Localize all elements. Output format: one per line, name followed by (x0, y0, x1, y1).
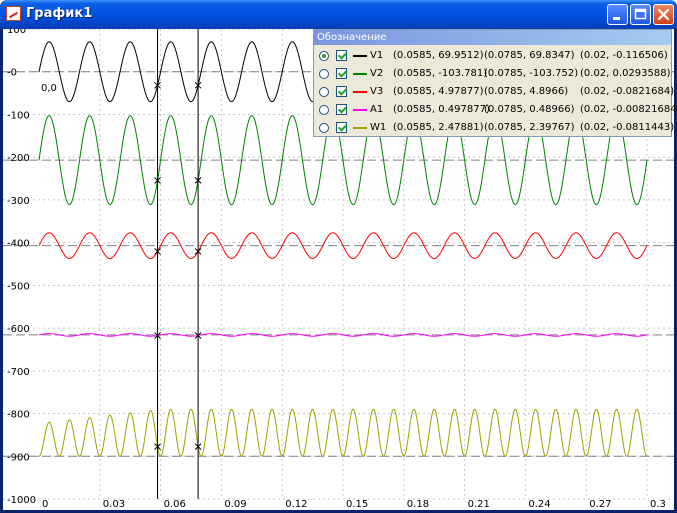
cursor-mark-w1 (194, 443, 202, 450)
cursor-mark-w1 (154, 443, 161, 451)
chart-app-icon[interactable] (6, 6, 21, 21)
title-bar[interactable]: График1 (0, 0, 677, 29)
x-tick-label: 0.03 (103, 499, 125, 510)
y-tick-label: -0 (7, 68, 17, 79)
cursor1-value: (0.0585, -103.781) (393, 68, 488, 79)
cursor-mark-v1 (154, 81, 161, 89)
legend-radio[interactable] (319, 105, 329, 115)
x-tick-label: 0.09 (224, 499, 246, 510)
series-name: V1 (370, 50, 384, 61)
series-name: V2 (370, 68, 384, 79)
legend-radio[interactable] (319, 87, 329, 97)
y-tick-label: -100 (7, 110, 30, 121)
delta-value: (0.02, -0.0811443) (580, 122, 675, 133)
x-tick-label: 0 (42, 499, 48, 510)
cursor2-value: (0.0785, 0.48966) (484, 104, 575, 115)
cursor2-value: (0.0785, 69.8347) (484, 50, 575, 61)
maximize-button[interactable] (630, 4, 651, 25)
series-name: V3 (370, 86, 384, 97)
cursor-mark-v2 (194, 176, 202, 184)
series-line-w1 (38, 408, 648, 457)
x-tick-label: 0.06 (164, 499, 186, 510)
legend-visibility-checkbox[interactable] (336, 68, 347, 79)
close-button[interactable] (653, 4, 674, 25)
series-group (38, 41, 648, 457)
y-tick-label: -1000 (7, 495, 36, 506)
x-tick-label: 0.15 (346, 499, 368, 510)
series-color-swatch (353, 127, 367, 129)
y-tick-label: -400 (7, 239, 30, 250)
cursor2-value: (0.0785, 2.39767) (484, 122, 575, 133)
cursor-mark-a1 (194, 332, 202, 339)
x-tick-label: 0.21 (468, 499, 490, 510)
legend-title: Обозначение (314, 30, 671, 45)
legend-visibility-checkbox[interactable] (336, 104, 347, 115)
cursor-mark-v3 (154, 248, 161, 255)
legend-radio[interactable] (319, 69, 329, 79)
minimize-button[interactable] (607, 4, 628, 25)
legend-row-v2[interactable]: V2 (0.0585, -103.781) (0.0785, -103.752) (0… (314, 65, 671, 83)
legend-radio[interactable] (319, 51, 329, 61)
cursor-lines[interactable] (157, 29, 199, 499)
cursor-mark-a1 (154, 332, 161, 339)
legend-radio[interactable] (319, 123, 329, 133)
x-tick-label: 0.18 (407, 499, 429, 510)
legend-row-w1[interactable]: W1 (0.0585, 2.47881) (0.0785, 2.39767) (0.0… (314, 119, 675, 137)
origin-label: 0,0 (41, 83, 57, 94)
series-name: W1 (370, 122, 387, 133)
series-name: A1 (370, 104, 384, 115)
chart-plot[interactable]: 100 -0 -100 -200 -300 -400 -500 -600 -700 -800 -90… (3, 29, 674, 510)
delta-value: (0.02, -0.116506) (580, 50, 668, 61)
legend-visibility-checkbox[interactable] (336, 122, 347, 133)
legend-visibility-checkbox[interactable] (336, 50, 347, 61)
delta-value: (0.02, -0.00821684) (580, 104, 677, 115)
cursor-mark-v2 (154, 176, 161, 184)
delta-value: (0.02, 0.0293588) (580, 68, 671, 79)
series-color-swatch (353, 91, 367, 93)
x-tick-label: 0.3 (650, 499, 666, 510)
cursor1-value: (0.0585, 4.97877) (393, 86, 484, 97)
cursor2-value: (0.0785, -103.752) (484, 68, 579, 79)
x-tick-label: 0.12 (285, 499, 307, 510)
series-line-v2 (38, 115, 648, 206)
series-color-swatch (353, 73, 367, 75)
y-tick-label: -900 (7, 452, 30, 463)
series-color-swatch (353, 55, 367, 57)
cursor-marks (154, 81, 202, 451)
y-tick-label: -500 (7, 281, 30, 292)
y-axis-ticks: 100 -0 -100 -200 -300 -400 -500 -600 -700 -800 -90… (7, 29, 36, 506)
cursor1-value: (0.0585, 0.497877) (393, 104, 490, 115)
plot-area[interactable]: 100 -0 -100 -200 -300 -400 -500 -600 -700 -800 -90… (3, 29, 677, 510)
window-title: График1 (26, 6, 93, 21)
y-tick-label: -600 (7, 324, 30, 335)
series-line-a1 (38, 333, 648, 337)
delta-value: (0.02, -0.0821684) (580, 86, 675, 97)
minimize-icon (613, 17, 620, 20)
y-tick-label: -200 (7, 153, 30, 164)
x-tick-label: 0.24 (528, 499, 550, 510)
x-tick-label: 0.27 (589, 499, 611, 510)
y-tick-label: 100 (7, 29, 26, 36)
legend-row-v1[interactable]: V1 (0.0585, 69.9512) (0.0785, 69.8347) (0.0… (314, 47, 671, 65)
grid (3, 29, 674, 500)
x-axis-ticks: 0 0.03 0.06 0.09 0.12 0.15 0.18 0.21 0.24 0.27 0.3 (42, 499, 666, 510)
cursor-mark-v1 (194, 81, 202, 89)
series-color-swatch (353, 109, 367, 111)
legend-row-a1[interactable]: A1 (0.0585, 0.497877) (0.0785, 0.48966) (0.… (314, 101, 677, 119)
series-line-v3 (38, 232, 648, 259)
legend-panel: Обозначение V1 (0.0585, 69.9512) (0.0785, … (313, 29, 677, 137)
legend-row-v3[interactable]: V3 (0.0585, 4.97877) (0.0785, 4.8966) (0.02… (314, 83, 675, 101)
cursor1-value: (0.0585, 2.47881) (393, 122, 484, 133)
cursor-mark-v3 (194, 248, 202, 255)
y-tick-label: -700 (7, 367, 30, 378)
maximize-icon (634, 8, 647, 20)
y-tick-label: -800 (7, 410, 30, 421)
close-icon (657, 8, 670, 21)
cursor2-value: (0.0785, 4.8966) (484, 86, 569, 97)
y-tick-label: -300 (7, 196, 30, 207)
cursor1-value: (0.0585, 69.9512) (393, 50, 484, 61)
legend-visibility-checkbox[interactable] (336, 86, 347, 97)
